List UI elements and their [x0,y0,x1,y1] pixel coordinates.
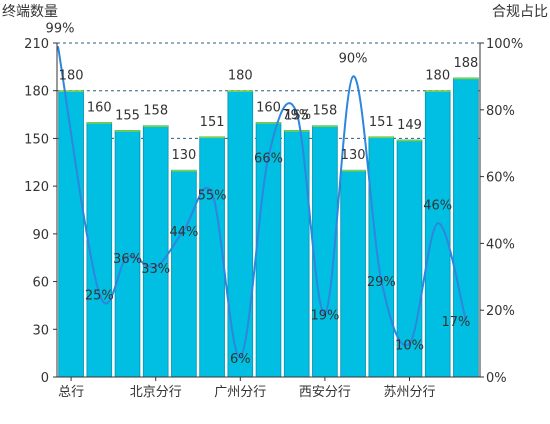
line-value-label: 66% [254,152,283,167]
bar [171,169,197,378]
bar-value-label: 160 [256,101,281,116]
line-value-label: 33% [141,262,170,277]
line-value-label: 46% [423,198,452,213]
compliance-line [57,46,467,358]
bar [199,136,225,378]
bar-value-label: 155 [284,108,309,123]
bar-value-label: 160 [87,101,112,116]
y-tick-label: 150 [24,132,49,147]
bar [453,77,479,378]
bar [114,130,141,378]
line-value-label: 55% [198,188,227,203]
y2-tick-label: 40% [486,237,515,252]
y-tick-label: 90 [32,228,49,243]
y-tick-label: 210 [24,37,49,52]
line-value-label: 79% [282,108,311,123]
y-tick-label: 60 [32,276,49,291]
line-value-label: 29% [367,275,396,290]
bar [340,169,366,378]
line-series [57,46,467,358]
x-tick-label: 总行 [58,385,84,400]
line-value-label: 19% [310,309,339,324]
bar-value-label: 130 [341,148,366,163]
bar [312,125,338,378]
bar [227,90,254,378]
bar-value-label: 158 [143,104,168,119]
y2-tick-label: 0% [486,371,507,386]
line-value-label: 44% [169,225,198,240]
bar [368,136,395,378]
bar-value-label: 180 [228,69,253,84]
y-tick-label: 30 [32,323,49,338]
y-tick-label: 120 [24,180,49,195]
y-axis-title: 终端数量 [2,4,58,20]
y2-tick-label: 60% [486,171,515,186]
line-value-label: 6% [230,352,251,367]
bar-value-label: 151 [369,115,394,130]
x-tick-label: 北京分行 [130,385,182,400]
line-value-label: 36% [113,252,142,267]
line-value-label: 17% [441,315,470,330]
bar-value-label: 180 [59,69,84,84]
bar [424,90,451,378]
bar [255,122,282,378]
x-tick-label: 西安分行 [299,385,351,400]
bar-value-label: 158 [312,104,337,119]
line-value-label: 90% [339,51,368,66]
axes: 终端数量 合规占比 0 30 60 90 120 150 180 210 0% 20% 40% 60%… [2,4,548,400]
y2-tick-label: 20% [486,304,515,319]
bar-value-label: 130 [171,148,196,163]
bar [142,125,169,378]
y2-tick-label: 80% [486,104,515,119]
bar-value-label: 180 [425,69,450,84]
y-tick-label: 180 [24,85,49,100]
x-tick-label: 广州分行 [214,385,266,400]
y2-tick-label: 100% [486,37,523,52]
line-value-label: 99% [46,21,75,36]
bar [396,139,423,378]
bar-series [58,77,479,378]
bar-value-label: 188 [453,56,478,71]
bar-value-label: 149 [397,118,422,133]
y2-axis-title: 合规占比 [492,4,548,20]
line-value-label: 10% [395,339,424,354]
x-tick-label: 苏州分行 [383,384,435,400]
y-tick-label: 0 [41,371,49,386]
line-value-label: 25% [85,289,114,304]
bar-value-label: 155 [115,108,140,123]
bar-value-label: 151 [200,115,225,130]
